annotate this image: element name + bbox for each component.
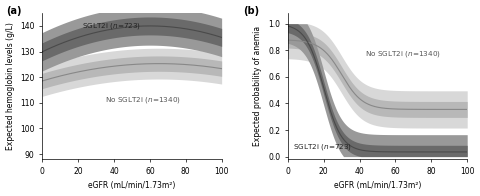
Text: No SGLT2i ($n$=1340): No SGLT2i ($n$=1340) bbox=[365, 49, 441, 59]
Text: (a): (a) bbox=[6, 6, 22, 16]
Y-axis label: Expected probability of anemia: Expected probability of anemia bbox=[253, 26, 263, 146]
Text: SGLT2i ($n$=723): SGLT2i ($n$=723) bbox=[82, 21, 141, 31]
X-axis label: eGFR (mL/min/1.73m²): eGFR (mL/min/1.73m²) bbox=[88, 181, 176, 191]
Text: No SGLT2i ($n$=1340): No SGLT2i ($n$=1340) bbox=[105, 95, 181, 105]
Text: SGLT2i ($n$=723): SGLT2i ($n$=723) bbox=[293, 142, 352, 152]
Text: (b): (b) bbox=[243, 6, 259, 16]
X-axis label: eGFR (mL/min/1.73m²): eGFR (mL/min/1.73m²) bbox=[334, 181, 421, 191]
Y-axis label: Expected hemoglobin levels (g/L): Expected hemoglobin levels (g/L) bbox=[6, 22, 14, 150]
